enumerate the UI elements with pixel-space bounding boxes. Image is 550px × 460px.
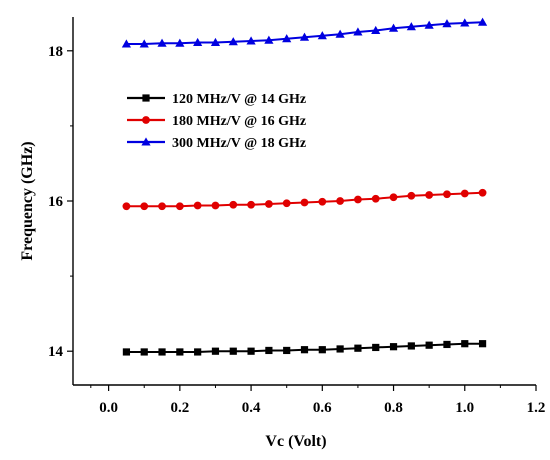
- data-point-circle: [389, 193, 398, 202]
- data-point-triangle: [246, 36, 256, 45]
- data-point-square: [372, 343, 380, 352]
- data-point-square: [140, 348, 148, 356]
- data-point-circle: [211, 201, 220, 210]
- data-point-square: [318, 346, 326, 354]
- data-point-circle: [478, 188, 487, 197]
- data-point-circle: [175, 202, 184, 211]
- x-tick-label: 0.8: [384, 400, 403, 416]
- data-point-square: [176, 348, 184, 356]
- series-layer: [121, 17, 488, 356]
- data-point-circle: [229, 200, 238, 209]
- data-point-circle: [300, 198, 309, 207]
- data-point-triangle: [157, 38, 167, 47]
- y-axis: 14 16 18: [48, 44, 73, 360]
- data-point-triangle: [228, 37, 238, 46]
- legend: 120 MHz/V @ 14 GHz 180 MHz/V @ 16 GHz 300 …: [127, 92, 306, 151]
- legend-swatch-marker: [141, 137, 151, 146]
- legend-label: 300 MHz/V @ 18 GHz: [172, 136, 306, 151]
- y-tick-label: 18: [48, 44, 63, 60]
- data-point-triangle: [264, 35, 274, 44]
- y-axis-title: Frequency (GHz): [19, 141, 36, 260]
- data-point-circle: [140, 202, 149, 211]
- data-point-circle: [443, 190, 451, 199]
- data-point-triangle: [193, 37, 203, 46]
- data-point-circle: [247, 200, 255, 209]
- data-point-square: [247, 347, 255, 355]
- data-point-square: [443, 340, 451, 349]
- data-point-triangle: [460, 18, 470, 27]
- data-point-square: [265, 346, 273, 355]
- data-point-square: [425, 341, 433, 349]
- legend-item: 120 MHz/V @ 14 GHz: [127, 92, 306, 107]
- data-point-square: [407, 342, 415, 350]
- y-tick-label: 14: [48, 344, 64, 360]
- x-tick-label: 1.2: [527, 400, 546, 416]
- data-point-square: [229, 347, 237, 355]
- legend-item: 180 MHz/V @ 16 GHz: [127, 114, 306, 129]
- data-point-triangle: [299, 32, 310, 41]
- x-tick-label: 0.2: [170, 400, 189, 416]
- data-point-square: [389, 343, 398, 351]
- x-tick-label: 0.0: [99, 400, 118, 416]
- data-point-square: [283, 346, 291, 355]
- legend-swatch-marker: [142, 94, 150, 102]
- x-tick-label: 1.0: [455, 400, 474, 416]
- data-point-square: [158, 348, 166, 356]
- data-point-triangle: [388, 23, 399, 32]
- legend-label: 180 MHz/V @ 16 GHz: [172, 114, 306, 129]
- data-point-square: [194, 348, 202, 356]
- x-tick-label: 0.6: [313, 400, 332, 416]
- data-point-circle: [460, 189, 469, 198]
- series-2: [122, 188, 487, 211]
- data-point-triangle: [317, 31, 327, 40]
- x-tick-label: 0.4: [242, 400, 261, 416]
- data-point-triangle: [477, 17, 488, 26]
- data-point-circle: [282, 199, 291, 208]
- legend-swatch-marker: [142, 116, 150, 124]
- data-point-circle: [158, 202, 166, 211]
- data-point-triangle: [121, 39, 132, 48]
- data-point-triangle: [406, 22, 416, 31]
- data-point-square: [336, 345, 344, 353]
- legend-item: 300 MHz/V @ 18 GHz: [127, 136, 306, 151]
- data-point-circle: [336, 197, 345, 205]
- data-point-square: [478, 340, 487, 348]
- data-point-circle: [122, 202, 131, 211]
- x-axis: 0.0 0.2 0.4 0.6 0.8 1.0 1.2: [90, 385, 546, 416]
- data-point-triangle: [282, 34, 292, 43]
- x-axis-title: Vc (Volt): [265, 433, 326, 450]
- series-3: [121, 17, 488, 48]
- data-point-triangle: [371, 25, 381, 34]
- data-point-triangle: [335, 29, 345, 38]
- series-1: [122, 340, 487, 356]
- data-point-circle: [371, 194, 380, 203]
- legend-label: 120 MHz/V @ 14 GHz: [172, 92, 306, 107]
- data-point-square: [122, 348, 131, 356]
- data-point-circle: [318, 197, 327, 206]
- data-point-square: [211, 347, 220, 355]
- data-point-triangle: [442, 19, 452, 28]
- data-point-square: [354, 344, 362, 352]
- data-point-circle: [425, 191, 434, 199]
- data-point-circle: [354, 195, 362, 204]
- y-tick-label: 16: [48, 194, 64, 210]
- data-point-circle: [264, 200, 273, 208]
- data-point-triangle: [424, 20, 434, 29]
- data-point-square: [300, 346, 309, 354]
- data-point-triangle: [210, 37, 221, 46]
- data-point-circle: [407, 191, 416, 200]
- data-point-triangle: [175, 38, 185, 47]
- data-point-circle: [193, 201, 202, 210]
- data-point-triangle: [353, 27, 363, 36]
- data-point-triangle: [139, 39, 149, 48]
- data-point-square: [461, 340, 469, 348]
